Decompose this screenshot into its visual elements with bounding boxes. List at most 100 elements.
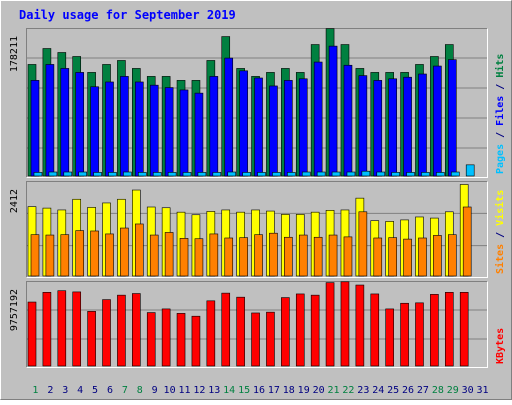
bar-sites-day-28 — [433, 235, 442, 277]
bar-kbytes-day-12 — [191, 315, 201, 367]
bar-sites-day-6 — [105, 233, 114, 277]
day-label-28: 28 — [432, 385, 444, 396]
bar-sites-day-22 — [343, 236, 353, 277]
day-label-4: 4 — [77, 385, 83, 396]
day-label-21: 21 — [327, 385, 339, 396]
bar-pages-day-17 — [272, 172, 281, 177]
bar-sites-day-5 — [90, 230, 99, 277]
bar-sites-day-25 — [388, 237, 397, 277]
bar-pages-day-25 — [391, 172, 400, 177]
bar-files-day-2 — [45, 64, 55, 177]
bar-sites-day-7 — [120, 227, 129, 277]
day-label-25: 25 — [387, 385, 399, 396]
day-label-2: 2 — [47, 385, 53, 396]
series-label-part: KBytes — [495, 328, 506, 364]
bar-kbytes-day-23 — [355, 284, 365, 367]
bar-files-day-7 — [120, 76, 129, 177]
chart-title: Daily usage for September 2019 — [19, 8, 236, 22]
bar-kbytes-day-16 — [251, 312, 260, 367]
bar-pages-day-22 — [346, 171, 356, 177]
bar-sites-day-23 — [358, 211, 368, 277]
series-label-part: / — [495, 78, 506, 96]
bar-kbytes-day-9 — [146, 312, 156, 367]
day-label-29: 29 — [447, 385, 459, 396]
bar-files-day-3 — [60, 68, 70, 177]
day-label-30: 30 — [462, 385, 474, 396]
bar-pages-day-16 — [257, 172, 266, 177]
day-label-17: 17 — [268, 385, 280, 396]
bar-files-day-19 — [298, 78, 308, 177]
day-label-31: 31 — [477, 385, 489, 396]
bar-kbytes-day-27 — [415, 302, 424, 367]
bar-sites-day-15 — [239, 237, 248, 277]
bar-pages-day-2 — [48, 171, 58, 177]
plot-border-shadow — [26, 281, 488, 368]
bar-sites-day-29 — [447, 234, 457, 277]
bar-sites-day-17 — [269, 232, 278, 277]
series-label-part: Hits — [494, 54, 506, 78]
bar-kbytes-day-1 — [27, 301, 37, 367]
bar-kbytes-day-17 — [266, 311, 275, 367]
day-label-7: 7 — [122, 385, 128, 396]
bar-sites-day-27 — [418, 237, 427, 277]
bar-pages-day-23 — [361, 170, 371, 177]
bar-kbytes-day-25 — [385, 308, 394, 367]
bar-kbytes-day-24 — [370, 293, 380, 367]
bar-pages-day-15 — [242, 172, 251, 177]
bar-files-day-22 — [343, 64, 353, 177]
bar-files-day-17 — [269, 85, 278, 177]
bar-kbytes-day-13 — [206, 300, 216, 367]
bar-files-day-5 — [90, 86, 99, 177]
bar-sites-day-1 — [30, 234, 40, 277]
day-label-6: 6 — [107, 385, 113, 396]
bar-files-day-12 — [194, 92, 204, 177]
bar-files-day-27 — [418, 73, 427, 177]
day-label-26: 26 — [402, 385, 414, 396]
day-label-8: 8 — [137, 385, 143, 396]
bar-files-day-16 — [254, 77, 263, 177]
series-label-part: / — [495, 226, 506, 244]
bar-pages-day-6 — [108, 172, 117, 177]
bar-pages-day-14 — [227, 171, 237, 177]
series-label-visits_sites: Sites / Visits — [494, 190, 506, 274]
bar-kbytes-day-29 — [444, 292, 454, 367]
bar-pages-day-1 — [33, 172, 43, 177]
axis-max-label-visits_sites: 2412 — [9, 189, 20, 213]
bar-pages-day-8 — [138, 172, 147, 177]
day-label-23: 23 — [357, 385, 369, 396]
bar-files-day-25 — [388, 78, 397, 177]
series-label-part: Visits — [494, 190, 506, 226]
day-label-5: 5 — [92, 385, 98, 396]
bar-kbytes-day-4 — [72, 291, 82, 367]
bar-sites-day-13 — [209, 233, 219, 277]
bar-kbytes-day-3 — [57, 290, 67, 367]
plot-border-shadow — [26, 181, 488, 278]
bar-pages-day-24 — [376, 171, 386, 177]
bar-sites-day-14 — [224, 237, 234, 277]
bar-pages-day-13 — [212, 172, 222, 177]
bar-kbytes-day-8 — [132, 293, 141, 367]
bar-files-day-9 — [149, 84, 159, 177]
bar-files-day-18 — [284, 80, 293, 177]
bar-pages-day-10 — [167, 172, 177, 177]
bar-sites-day-30 — [462, 206, 472, 277]
bar-pages-day-5 — [93, 172, 102, 177]
bar-pages-day-20 — [316, 171, 326, 177]
bar-sites-day-12 — [194, 238, 204, 277]
bar-sites-day-24 — [373, 237, 383, 277]
bar-kbytes-day-10 — [161, 308, 171, 367]
bar-files-day-23 — [358, 75, 368, 177]
bar-files-day-6 — [105, 81, 114, 177]
bar-sites-day-19 — [298, 234, 308, 277]
bar-kbytes-day-18 — [281, 297, 290, 367]
bar-kbytes-day-19 — [295, 293, 305, 367]
bar-pages-day-12 — [197, 172, 207, 177]
bar-sites-day-18 — [284, 236, 293, 277]
bar-files-day-29 — [447, 59, 457, 177]
bar-pages-day-4 — [78, 171, 88, 177]
bar-files-day-4 — [75, 72, 85, 177]
series-label-hits_files_pages: Pages / Files / Hits — [494, 54, 506, 174]
